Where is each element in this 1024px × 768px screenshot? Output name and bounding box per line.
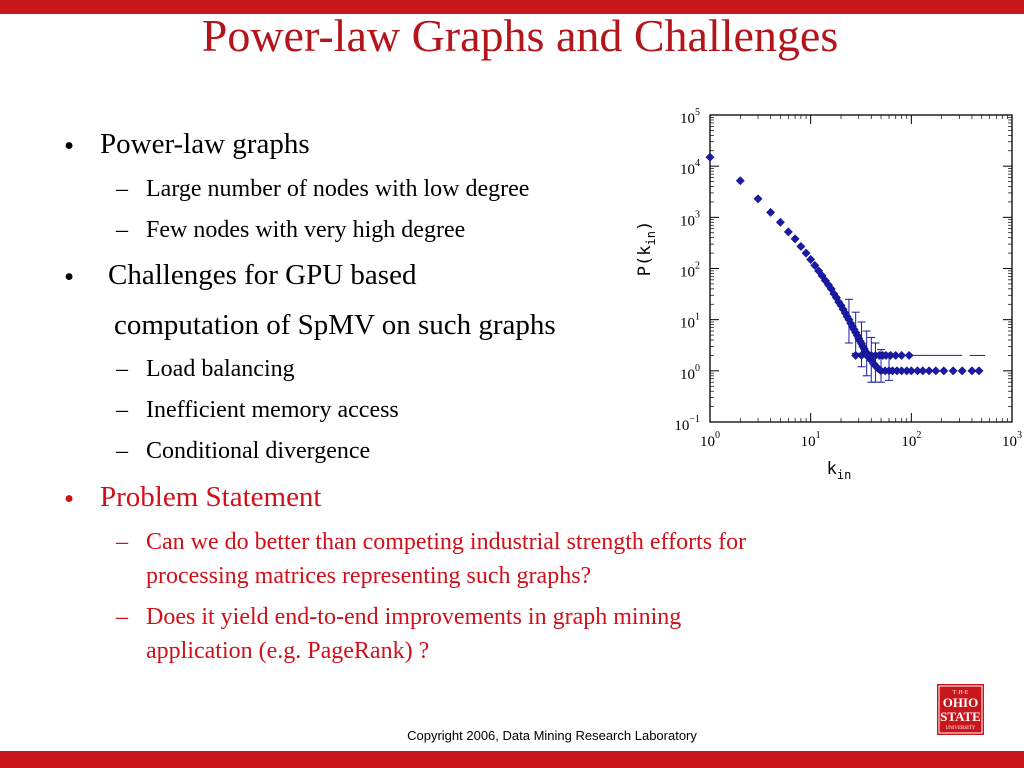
data-point: [897, 350, 907, 360]
data-point: [918, 366, 928, 376]
bullet-marker: •: [64, 130, 75, 162]
sub-bullet-memory-access: Inefficient memory access: [146, 397, 399, 423]
bullet-problem-statement: Problem Statement: [100, 481, 322, 513]
sub-bullet-load-balancing: Load balancing: [146, 356, 295, 382]
logo-text-university: UNIVERSITY: [946, 726, 976, 731]
copyright-footer: Copyright 2006, Data Mining Research Lab…: [407, 728, 697, 743]
dash-marker: –: [116, 438, 128, 464]
dash-marker: –: [116, 604, 128, 630]
data-point: [924, 366, 934, 376]
power-law-chart: 10−1 100 101 102 103 104 105 100 101 102 103 kin P(k…: [632, 98, 1024, 488]
sub-bullet-high-degree: Few nodes with very high degree: [146, 217, 466, 243]
sub-bullet-end-to-end-continuation: application (e.g. PageRank) ?: [146, 638, 430, 664]
logo-text-state: STATE: [940, 709, 981, 724]
data-point: [735, 176, 745, 186]
data-point: [904, 350, 914, 360]
bullet-challenges-gpu: Challenges for GPU based: [108, 259, 417, 291]
data-point: [790, 234, 800, 244]
logo-text-ohio: OHIO: [943, 695, 978, 710]
bullet-marker: •: [64, 261, 75, 293]
bullet-challenges-continuation: computation of SpMV on such graphs: [114, 309, 556, 341]
plot-frame: [709, 114, 1013, 423]
y-tick-label: 10−1: [674, 414, 700, 434]
sub-bullet-do-better-continuation: processing matrices representing such gr…: [146, 563, 592, 589]
y-tick-label: 103: [680, 209, 700, 229]
y-tick-label: 102: [680, 261, 700, 281]
sub-bullet-divergence: Conditional divergence: [146, 438, 371, 464]
bottom-accent-bar: [0, 751, 1024, 768]
data-point: [931, 366, 941, 376]
sub-bullet-end-to-end: Does it yield end-to-end improvements in…: [146, 604, 682, 630]
data-point: [939, 366, 949, 376]
dash-marker: –: [116, 217, 128, 243]
data-point: [766, 207, 776, 217]
data-point: [948, 366, 958, 376]
data-point: [796, 241, 806, 251]
x-tick-label: 103: [1002, 430, 1022, 450]
data-point: [753, 194, 763, 204]
dash-marker: –: [116, 397, 128, 423]
slide-title: Power-law Graphs and Challenges: [201, 10, 839, 61]
dash-marker: –: [116, 176, 128, 202]
data-point: [906, 366, 916, 376]
y-axis-label: P(kin): [635, 221, 658, 276]
ohio-state-university-logo: T·H·E OHIO STATE UNIVERSITY: [937, 684, 984, 735]
data-point: [705, 152, 715, 162]
sub-bullet-do-better: Can we do better than competing industri…: [146, 529, 747, 555]
data-point: [974, 366, 984, 376]
data-point: [967, 366, 977, 376]
x-tick-label: 101: [801, 430, 821, 450]
data-point: [806, 254, 816, 265]
x-tick-label: 102: [901, 430, 921, 450]
data-point: [783, 227, 793, 237]
data-point: [775, 217, 785, 227]
bullet-marker: •: [64, 483, 75, 515]
x-tick-label: 100: [700, 430, 720, 450]
data-point: [801, 248, 811, 258]
top-accent-bar: [0, 0, 1024, 14]
y-tick-label: 104: [680, 158, 700, 178]
bullet-power-law-graphs: Power-law graphs: [100, 128, 310, 160]
data-point: [810, 260, 820, 270]
x-axis-label: kin: [827, 459, 852, 482]
dash-marker: –: [116, 529, 128, 555]
logo-text-the: T·H·E: [953, 690, 969, 696]
sub-bullet-low-degree: Large number of nodes with low degree: [146, 176, 530, 202]
y-tick-label: 105: [680, 107, 700, 127]
data-point: [957, 366, 967, 376]
dash-marker: –: [116, 356, 128, 382]
y-tick-label: 100: [680, 363, 700, 383]
y-tick-label: 101: [680, 312, 700, 332]
